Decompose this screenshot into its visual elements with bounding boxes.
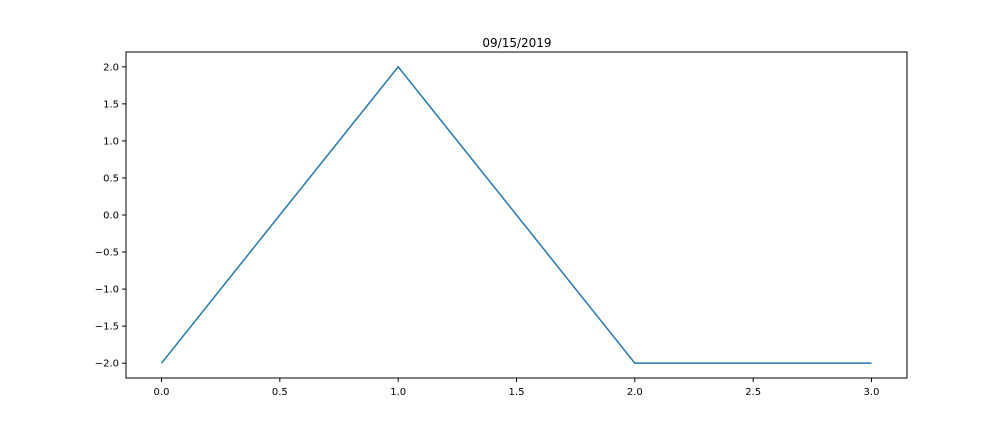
x-tick-label: 3.0	[864, 387, 880, 398]
y-tick-label: 0.0	[103, 211, 119, 222]
x-tick-label: 1.5	[509, 387, 525, 398]
chart-title: 09/15/2019	[482, 36, 551, 50]
y-tick-label: 2.0	[103, 62, 119, 73]
y-tick-label: 0.5	[103, 173, 119, 184]
x-tick-label: 0.5	[272, 387, 288, 398]
y-tick-label: −0.5	[95, 248, 119, 259]
x-tick-label: 2.5	[745, 387, 761, 398]
x-tick-label: 1.0	[390, 387, 406, 398]
y-tick-label: 1.0	[103, 136, 119, 147]
plot-area: 0.0 0.5 1.0 1.5 2.0 2.5 3.0 2.0 1.5 1.0 0.5 0.0 −0.5…	[95, 51, 908, 398]
y-tick-label: −2.0	[95, 359, 119, 370]
series-line-0	[160, 65, 872, 364]
x-tick-label: 2.0	[627, 387, 643, 398]
x-tick-label: 0.0	[154, 387, 170, 398]
y-tick-label: 1.5	[103, 99, 119, 110]
y-tick-label: −1.5	[95, 322, 119, 333]
y-tick-label: −1.0	[95, 285, 119, 296]
